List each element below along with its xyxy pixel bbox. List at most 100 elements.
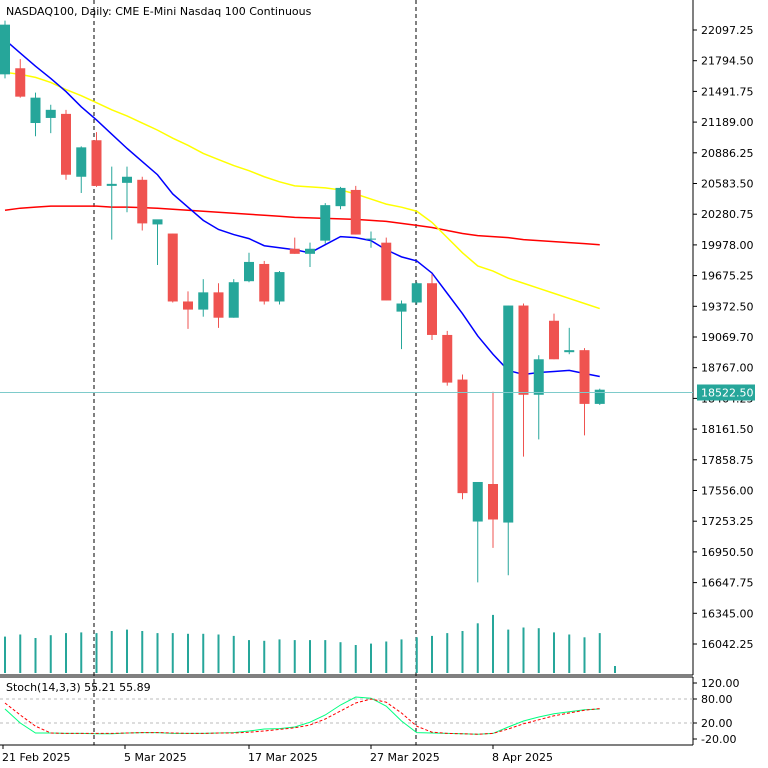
candles [0, 20, 605, 583]
time-tick-label: 27 Mar 2025 [370, 751, 440, 764]
candle [183, 291, 193, 329]
price-tick-label: 19978.00 [701, 239, 754, 252]
time-tick-label: 5 Mar 2025 [124, 751, 187, 764]
candle-body [549, 320, 559, 360]
candle-body [198, 292, 209, 310]
candle [488, 391, 498, 548]
stoch-signal-line [4, 698, 600, 735]
candle-body [579, 350, 590, 404]
price-tick-label: 17556.00 [701, 485, 754, 498]
price-tick-label: 19372.50 [701, 300, 754, 313]
current-price-badge [697, 384, 755, 401]
candle-body [518, 305, 529, 395]
candle-body [137, 179, 148, 224]
price-tick-label: 21189.00 [701, 116, 754, 129]
candle-body [228, 282, 239, 318]
candle-body [45, 109, 56, 118]
candle-body [411, 283, 422, 303]
price-tick-label: 16042.25 [701, 638, 754, 651]
candle [122, 166, 132, 213]
candle-body [396, 303, 407, 312]
candle [381, 237, 392, 301]
candle-body [122, 176, 132, 183]
candle-body [213, 292, 224, 318]
candle-body [76, 147, 87, 177]
candle-body [106, 183, 117, 186]
candle-body [274, 272, 285, 302]
candle [457, 374, 468, 500]
candle [320, 203, 331, 244]
candle-body [91, 140, 102, 186]
volume-bars [4, 614, 616, 673]
candle [564, 327, 575, 355]
stoch-label: Stoch(14,3,3) 55.21 55.89 [6, 681, 151, 694]
chart-title: NASDAQ100, Daily: CME E-Mini Nasdaq 100 … [6, 5, 312, 18]
candle [533, 355, 544, 440]
candle [45, 104, 56, 134]
time-tick-label: 17 Mar 2025 [248, 751, 318, 764]
current-price-label: 18522.50 [701, 386, 754, 399]
candle-body [30, 97, 41, 124]
price-tick-label: 21491.75 [701, 85, 754, 98]
price-tick-label: 16647.75 [701, 577, 754, 590]
candle [152, 219, 163, 265]
candle [289, 237, 300, 254]
candle [0, 20, 10, 79]
candle-body [427, 283, 437, 335]
price-tick-label: 18161.50 [701, 423, 754, 436]
candle [396, 300, 407, 350]
candle [61, 109, 71, 180]
candle-body [289, 248, 300, 254]
candle-body [335, 187, 346, 207]
candle-body [259, 263, 270, 302]
candle-body [457, 379, 468, 494]
price-tick-label: 17253.25 [701, 515, 754, 528]
candle-body [472, 481, 483, 522]
ma-fast-line [4, 39, 600, 378]
candle [137, 176, 148, 231]
candle-body [381, 242, 392, 301]
candle-body [503, 305, 514, 523]
price-tick-label: 20280.75 [701, 208, 754, 221]
candle-body [183, 301, 193, 310]
price-tick-label: 19675.25 [701, 270, 754, 283]
candle [594, 388, 605, 405]
price-tick-label: 17858.75 [701, 454, 754, 467]
candle [579, 348, 590, 436]
candle [305, 242, 315, 268]
candle-body [442, 334, 453, 383]
candle [411, 282, 422, 305]
candle [91, 132, 102, 187]
candle [442, 330, 453, 386]
candle-body [320, 205, 331, 241]
candle [518, 303, 529, 457]
candle-body [305, 248, 315, 254]
time-tick-label: 8 Apr 2025 [492, 751, 553, 764]
candle [167, 233, 178, 303]
price-tick-label: 19069.70 [701, 331, 754, 344]
price-tick-label: 16345.00 [701, 607, 754, 620]
price-tick-label: 20583.50 [701, 178, 754, 191]
stoch-main-line [4, 696, 600, 735]
time-tick-label: 21 Feb 2025 [2, 751, 70, 764]
candle [15, 59, 26, 98]
stochastic-indicator: 120.00 80.00 20.00 -20.00 [0, 677, 740, 746]
price-tick-label: 22097.25 [701, 24, 754, 37]
price-tick-label: 16950.50 [701, 546, 754, 559]
candle-body [488, 484, 498, 520]
price-axis: 22097.25 21794.50 21491.75 21189.00 20886.25… [693, 24, 754, 651]
stoch-panel [0, 676, 694, 746]
stoch-tick-label: -20.00 [701, 733, 736, 746]
candle-body [564, 350, 575, 353]
stoch-tick-label: 120.00 [701, 677, 740, 690]
candle [213, 283, 224, 328]
candle [335, 186, 346, 210]
candle-body [533, 359, 544, 395]
candle [274, 271, 285, 305]
candle-body [61, 113, 71, 175]
candle [472, 481, 483, 583]
candle [366, 231, 376, 248]
ma-mid-line [4, 71, 600, 310]
